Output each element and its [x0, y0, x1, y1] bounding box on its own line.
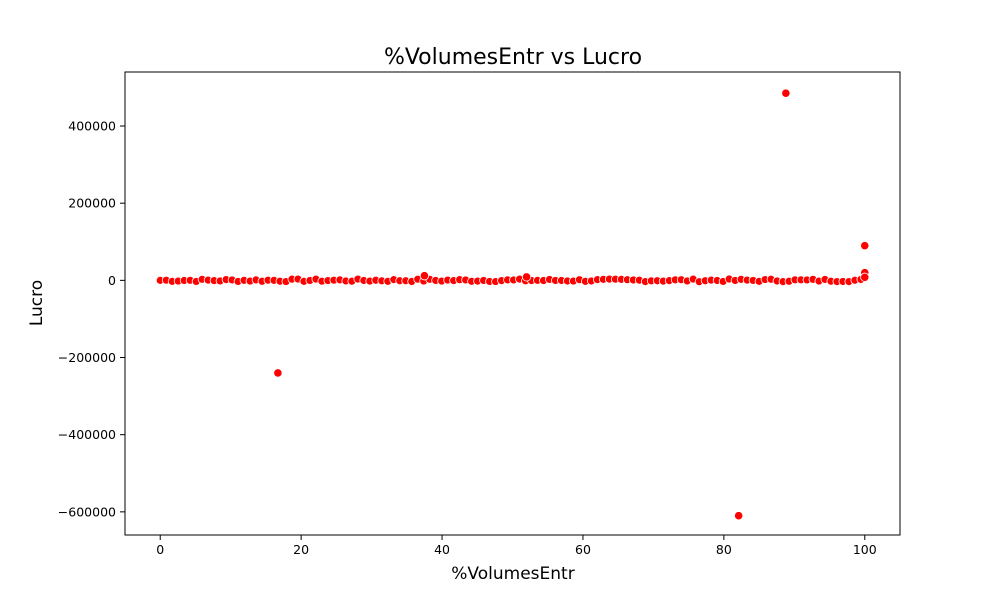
- data-point-outlier: [419, 271, 430, 281]
- ticks-layer: 0 20 40 60 80 100 −600000 −400000 −200000 0 200000…: [58, 119, 877, 557]
- x-tick-label: 20: [293, 542, 309, 557]
- x-tick-label: 100: [853, 542, 877, 557]
- x-axis-label: %VolumesEntr: [451, 564, 574, 584]
- x-tick-label: 80: [716, 542, 732, 557]
- data-point-outlier: [781, 88, 791, 98]
- y-tick-label: −400000: [58, 427, 116, 442]
- points-layer: [155, 88, 870, 521]
- data-point-outlier: [521, 272, 532, 282]
- chart-title: %VolumesEntr vs Lucro: [384, 45, 642, 70]
- y-tick-label: −200000: [58, 350, 116, 365]
- x-tick-label: 60: [575, 542, 591, 557]
- x-tick-label: 0: [156, 542, 164, 557]
- y-axis-label: Lucro: [27, 280, 47, 326]
- data-point-outlier: [860, 272, 870, 282]
- plot-area-frame: [124, 71, 901, 536]
- y-tick-label: 0: [108, 273, 116, 288]
- data-point-outlier: [860, 241, 870, 251]
- y-tick-label: −600000: [58, 504, 116, 519]
- x-tick-label: 40: [434, 542, 450, 557]
- data-point-outlier: [734, 511, 744, 521]
- y-tick-label: 400000: [68, 119, 116, 134]
- y-tick-label: 200000: [68, 196, 116, 211]
- data-point-outlier: [273, 368, 283, 378]
